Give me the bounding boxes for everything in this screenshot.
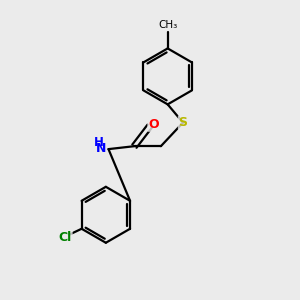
Text: H: H — [94, 136, 104, 149]
Text: O: O — [148, 118, 159, 131]
Text: S: S — [178, 116, 188, 129]
Text: N: N — [96, 142, 106, 155]
Text: Cl: Cl — [59, 230, 72, 244]
Text: CH₃: CH₃ — [158, 20, 177, 30]
